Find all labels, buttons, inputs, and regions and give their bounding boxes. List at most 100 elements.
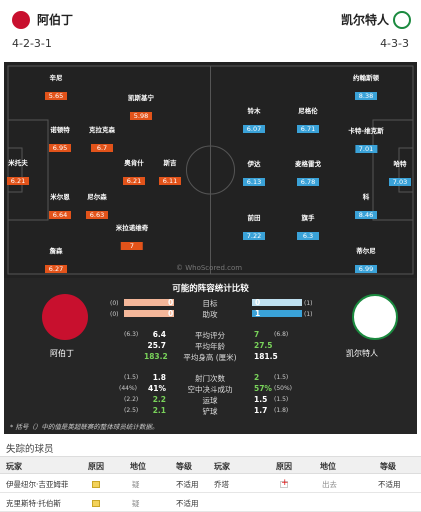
away-player-10[interactable]: 旗手 6.3	[297, 214, 319, 242]
stat-aerial-home: 41%	[148, 384, 166, 393]
stat-rating-away: 7	[254, 330, 260, 339]
pitch-markings	[7, 65, 414, 275]
goal-away-value: 0	[255, 298, 261, 307]
stat-shots-home: 1.8	[152, 373, 166, 382]
stat-dribble-away-post: (1.5)	[274, 396, 289, 403]
missing-home-player[interactable]: 克里斯特·托伯斯	[6, 499, 61, 508]
stat-height-away: 181.5	[254, 352, 278, 361]
col-rank-home: 等级	[176, 462, 192, 471]
stat-tackle-away: 1.7	[254, 406, 268, 415]
stat-aerial-away-post: (50%)	[274, 385, 293, 392]
away-player-6[interactable]: 麦格雷戈 6.78	[295, 160, 321, 186]
home-team-name: 阿伯丁	[37, 13, 74, 27]
away-player-8[interactable]: 科 8.46	[355, 193, 377, 221]
missing-away-player[interactable]: 乔塔	[214, 480, 229, 489]
away-player-7[interactable]: 哈特 7.03	[389, 160, 411, 188]
home-player-4[interactable]: 克拉克森 6.7	[89, 126, 115, 152]
pitch: 辛尼 5.65 凯斯基宁 5.98 诺顿特 6.95 克拉克森 6.7 米托夫 6.21 …	[4, 62, 417, 278]
stat-dribble-home-pre: (2.2)	[124, 396, 139, 403]
missing-title: 失踪的球员	[6, 444, 54, 455]
stat-shots-home-pre: (1.5)	[124, 374, 139, 381]
missing-home-rank: 不适用	[176, 499, 199, 508]
stat-dribble-home: 2.2	[152, 395, 166, 404]
goal-home-value: 0	[168, 298, 174, 307]
home-player-8[interactable]: 米尔恩 6.64	[49, 193, 71, 219]
home-player-10[interactable]: 米拉诺维奇 7	[115, 224, 149, 250]
away-team-label: 凯尔特人	[346, 349, 378, 358]
away-player-4[interactable]: 卡特-维克斯 7.01	[348, 127, 384, 153]
assist-home-count: (0)	[110, 311, 119, 318]
home-team-logo	[12, 11, 30, 29]
home-player-11[interactable]: 詹森 6.27	[45, 247, 67, 275]
footnote: * 括号（）中的值是英超联赛的整体球员统计数据。	[10, 423, 159, 431]
stat-shots-away: 2	[254, 373, 260, 382]
assist-label: 助攻	[202, 310, 218, 319]
stat-tackle-home: 2.1	[152, 406, 166, 415]
missing-row-2: 克里斯特·托伯斯 疑 不适用	[0, 494, 421, 512]
stat-aerial-away: 57%	[254, 384, 272, 393]
home-formation: 4-2-3-1	[12, 37, 52, 50]
home-player-5[interactable]: 米托夫 6.21	[7, 159, 29, 185]
stat-shots-label: 射门次数	[195, 374, 225, 383]
missing-away-status: 出去	[322, 480, 337, 489]
stat-aerial-home-pre: (44%)	[119, 385, 138, 392]
missing-table-header: 玩家 原因 地位 等级 玩家 原因 地位 等级	[0, 456, 421, 474]
home-crest	[42, 294, 88, 340]
away-player-1[interactable]: 约翰斯顿 8.38	[353, 74, 379, 100]
goal-home-count: (0)	[110, 300, 119, 307]
assist-home-bar	[124, 310, 174, 317]
assist-home-value: 0	[168, 309, 174, 318]
col-reason-home: 原因	[88, 462, 104, 471]
stat-age-home: 25.7	[147, 341, 166, 350]
away-player-11[interactable]: 蒂尔尼 6.99	[355, 247, 377, 273]
away-player-9[interactable]: 前田 7.22	[243, 214, 265, 242]
comparison-title: 可能的阵容统计比较	[172, 284, 249, 294]
goal-home-bar	[124, 299, 174, 306]
stat-aerial-label: 空中决斗成功	[187, 385, 233, 394]
col-player-away: 玩家	[214, 462, 230, 471]
away-player-2[interactable]: 铃木 6.07	[243, 107, 265, 135]
assist-away-value: 1	[255, 309, 261, 318]
injury-icon	[92, 500, 100, 507]
stat-height-home: 183.2	[144, 352, 168, 361]
away-team-name: 凯尔特人	[340, 13, 389, 27]
missing-home-rank: 不适用	[176, 480, 199, 489]
home-player-9[interactable]: 尼尔森 6.63	[86, 193, 108, 219]
col-status-home: 地位	[130, 462, 146, 471]
stat-tackle-label: 铲球	[202, 407, 218, 416]
home-player-1[interactable]: 辛尼 5.65	[45, 74, 67, 102]
stat-tackle-home-pre: (2.5)	[124, 407, 139, 414]
missing-away-rank: 不适用	[378, 480, 401, 489]
goal-label: 目标	[202, 299, 218, 308]
goal-away-count: (1)	[304, 300, 313, 307]
col-reason-away: 原因	[276, 462, 292, 471]
injury-icon	[92, 481, 100, 488]
home-player-6[interactable]: 奥肯什 6.21	[123, 159, 145, 185]
home-player-2[interactable]: 凯斯基宁 5.98	[128, 94, 154, 120]
stat-age-label: 平均年龄	[195, 342, 225, 351]
away-formation: 4-3-3	[380, 37, 409, 50]
home-player-3[interactable]: 诺顿特 6.95	[49, 126, 71, 152]
away-player-3[interactable]: 尼格伦 6.71	[297, 107, 319, 133]
stat-rating-label: 平均评分	[195, 331, 225, 340]
missing-home-player[interactable]: 伊曼纽尔·吉亚姆菲	[6, 480, 69, 489]
watermark: © WhoScored.com	[176, 264, 243, 272]
match-header: 阿伯丁 4-2-3-1 凯尔特人 4-3-3	[0, 0, 421, 60]
missing-players-section: 失踪的球员 玩家 原因 地位 等级 玩家 原因 地位 等级 伊曼纽尔·吉亚姆菲 …	[0, 437, 421, 512]
missing-row-1: 伊曼纽尔·吉亚姆菲 疑 不适用 乔塔 出去 不适用	[0, 475, 421, 493]
stat-dribble-away: 1.5	[254, 395, 268, 404]
home-player-7[interactable]: 斯吉 6.11	[159, 159, 181, 187]
away-team-logo	[393, 11, 411, 29]
comparison-panel: 可能的阵容统计比较 阿伯丁 凯尔特人 (0) 0 目标 0 (1) (0) 0 …	[4, 278, 417, 434]
stat-age-away: 27.5	[254, 341, 273, 350]
col-player-home: 玩家	[6, 462, 22, 471]
home-team-label: 阿伯丁	[50, 349, 74, 358]
stat-shots-away-post: (1.5)	[274, 374, 289, 381]
stat-height-label: 平均身高 (厘米)	[183, 353, 237, 362]
col-status-away: 地位	[320, 462, 336, 471]
away-player-5[interactable]: 伊达 6.13	[243, 160, 265, 188]
away-crest	[352, 294, 398, 340]
missing-home-status: 疑	[132, 480, 140, 489]
col-rank-away: 等级	[380, 462, 396, 471]
assist-away-bar	[252, 310, 302, 317]
